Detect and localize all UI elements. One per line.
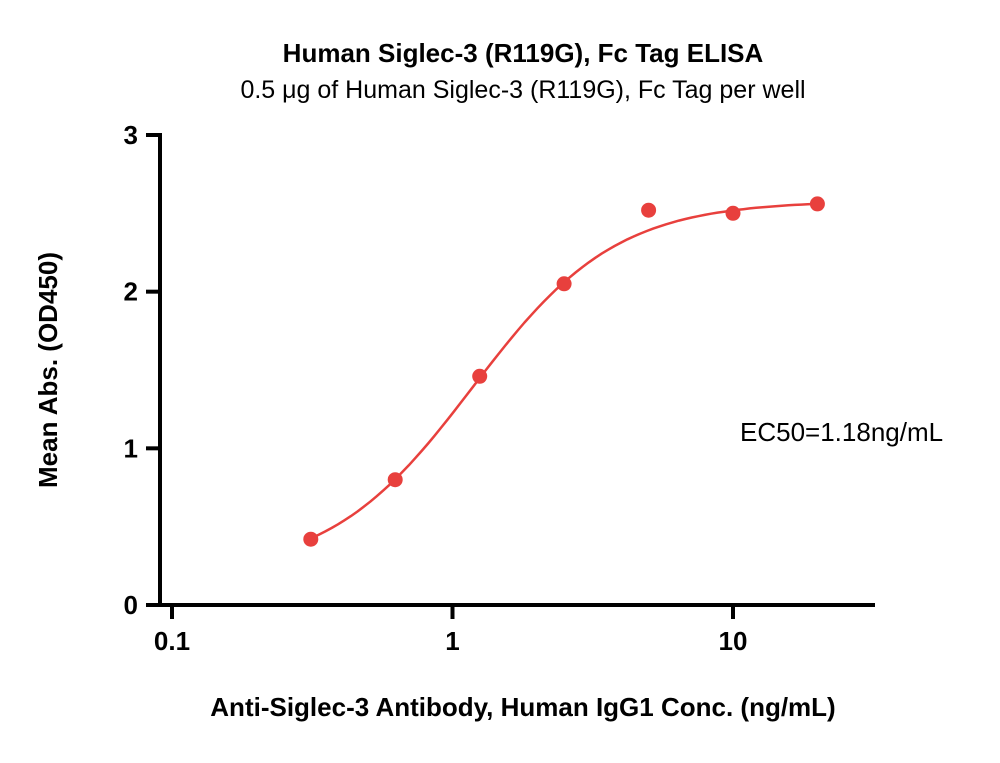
axes: 0 1 2 3 0.1 1 10 <box>124 120 875 656</box>
axis-lines <box>158 133 875 607</box>
y-tick-label: 1 <box>124 433 138 463</box>
y-tick-label: 3 <box>124 120 138 150</box>
data-point <box>641 202 657 218</box>
chart-title: Human Siglec-3 (R119G), Fc Tag ELISA <box>283 38 764 68</box>
data-point <box>303 531 319 547</box>
data-point <box>387 472 403 488</box>
series-group <box>303 196 825 547</box>
ec50-annotation: EC50=1.18ng/mL <box>740 417 943 447</box>
fit-curve <box>304 202 822 542</box>
x-axis-label: Anti-Siglec-3 Antibody, Human IgG1 Conc.… <box>210 692 835 722</box>
data-point <box>725 205 741 221</box>
data-point <box>809 196 825 212</box>
x-tick-label: 1 <box>445 626 459 656</box>
y-tick-label: 2 <box>124 277 138 307</box>
x-tick-label: 10 <box>719 626 748 656</box>
x-tick-label: 0.1 <box>154 626 190 656</box>
y-tick-label: 0 <box>124 590 138 620</box>
chart-subtitle: 0.5 μg of Human Siglec-3 (R119G), Fc Tag… <box>240 76 805 104</box>
y-axis-label: Mean Abs. (OD450) <box>33 252 63 488</box>
data-point <box>472 368 488 384</box>
data-point <box>556 276 572 292</box>
